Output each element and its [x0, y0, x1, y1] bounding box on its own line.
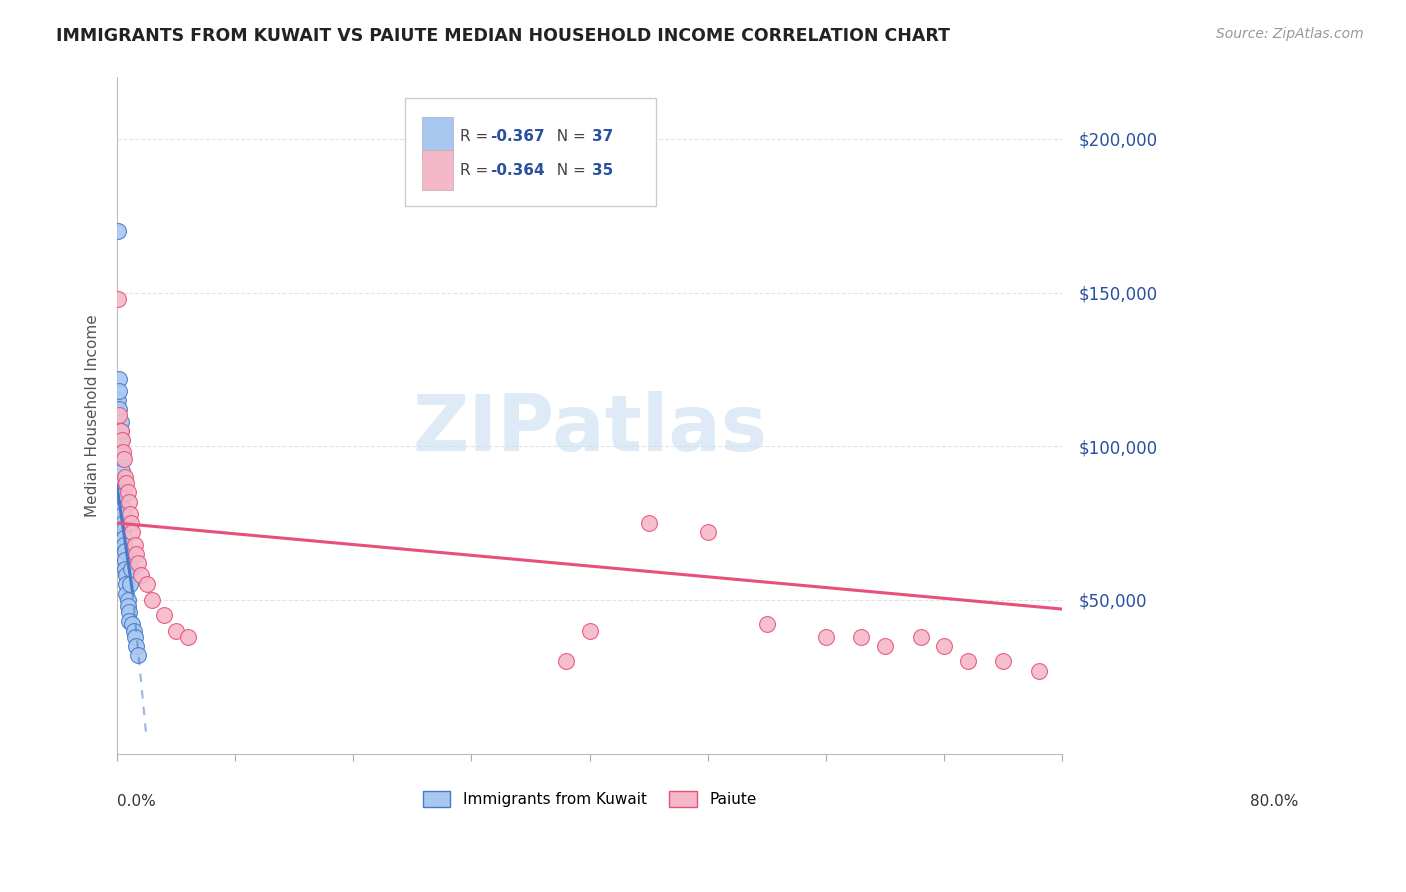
Point: [111, 464, 134, 478]
Point: [111, 516, 134, 530]
Point: [135, 577, 157, 591]
Point: [934, 639, 956, 653]
FancyBboxPatch shape: [405, 98, 655, 206]
Point: [114, 470, 136, 484]
Point: [114, 562, 136, 576]
Point: [118, 615, 141, 629]
Point: [117, 592, 139, 607]
Point: [118, 507, 141, 521]
Text: IMMIGRANTS FROM KUWAIT VS PAIUTE MEDIAN HOUSEHOLD INCOME CORRELATION CHART: IMMIGRANTS FROM KUWAIT VS PAIUTE MEDIAN …: [56, 27, 950, 45]
Point: [578, 624, 600, 638]
Point: [121, 525, 143, 540]
Text: -0.364: -0.364: [491, 163, 546, 178]
Point: [115, 568, 138, 582]
Point: [125, 547, 148, 561]
Text: 37: 37: [592, 129, 614, 145]
Point: [112, 532, 135, 546]
Point: [1028, 664, 1050, 678]
Point: [127, 556, 149, 570]
Point: [120, 516, 142, 530]
Text: 0.0%: 0.0%: [117, 794, 156, 809]
Point: [107, 224, 129, 238]
Text: 80.0%: 80.0%: [1250, 794, 1299, 809]
Point: [121, 617, 143, 632]
Point: [114, 553, 136, 567]
Point: [108, 402, 131, 417]
Text: N =: N =: [547, 129, 591, 145]
Point: [112, 451, 135, 466]
Point: [129, 568, 152, 582]
FancyBboxPatch shape: [422, 117, 453, 156]
Text: -0.367: -0.367: [491, 129, 546, 145]
Point: [112, 522, 135, 536]
Text: 35: 35: [592, 163, 614, 178]
Point: [107, 393, 129, 408]
Point: [115, 577, 138, 591]
Text: N =: N =: [547, 163, 591, 178]
Point: [111, 482, 134, 496]
Point: [110, 424, 132, 438]
Point: [755, 617, 778, 632]
Point: [110, 433, 132, 447]
Point: [107, 292, 129, 306]
Point: [127, 648, 149, 663]
Point: [637, 516, 659, 530]
Point: [118, 577, 141, 591]
Point: [114, 543, 136, 558]
Point: [993, 654, 1015, 668]
Point: [851, 630, 873, 644]
Point: [110, 424, 132, 438]
Y-axis label: Median Household Income: Median Household Income: [86, 314, 100, 516]
Point: [555, 654, 578, 668]
Point: [120, 562, 142, 576]
Legend: Immigrants from Kuwait, Paiute: Immigrants from Kuwait, Paiute: [416, 785, 762, 814]
Point: [111, 433, 134, 447]
Point: [108, 409, 131, 423]
Point: [117, 599, 139, 613]
Point: [111, 507, 134, 521]
Point: [111, 476, 134, 491]
Point: [118, 494, 141, 508]
Point: [110, 415, 132, 429]
Text: ZIPatlas: ZIPatlas: [412, 391, 768, 467]
Point: [956, 654, 979, 668]
Point: [117, 485, 139, 500]
Point: [111, 451, 134, 466]
Point: [110, 445, 132, 459]
Point: [814, 630, 837, 644]
Point: [124, 630, 146, 644]
Text: R =: R =: [460, 129, 494, 145]
Point: [122, 624, 145, 638]
Point: [124, 537, 146, 551]
Point: [125, 639, 148, 653]
Point: [108, 371, 131, 385]
Point: [111, 445, 134, 459]
Point: [108, 384, 131, 398]
Point: [115, 587, 138, 601]
Point: [177, 630, 200, 644]
Point: [910, 630, 932, 644]
Point: [115, 476, 138, 491]
Point: [111, 500, 134, 515]
Point: [112, 537, 135, 551]
Point: [153, 608, 176, 623]
FancyBboxPatch shape: [422, 151, 453, 190]
Point: [118, 605, 141, 619]
Point: [875, 639, 897, 653]
Point: [165, 624, 187, 638]
Point: [111, 488, 134, 502]
Text: R =: R =: [460, 163, 494, 178]
Text: Source: ZipAtlas.com: Source: ZipAtlas.com: [1216, 27, 1364, 41]
Point: [696, 525, 718, 540]
Point: [141, 592, 163, 607]
